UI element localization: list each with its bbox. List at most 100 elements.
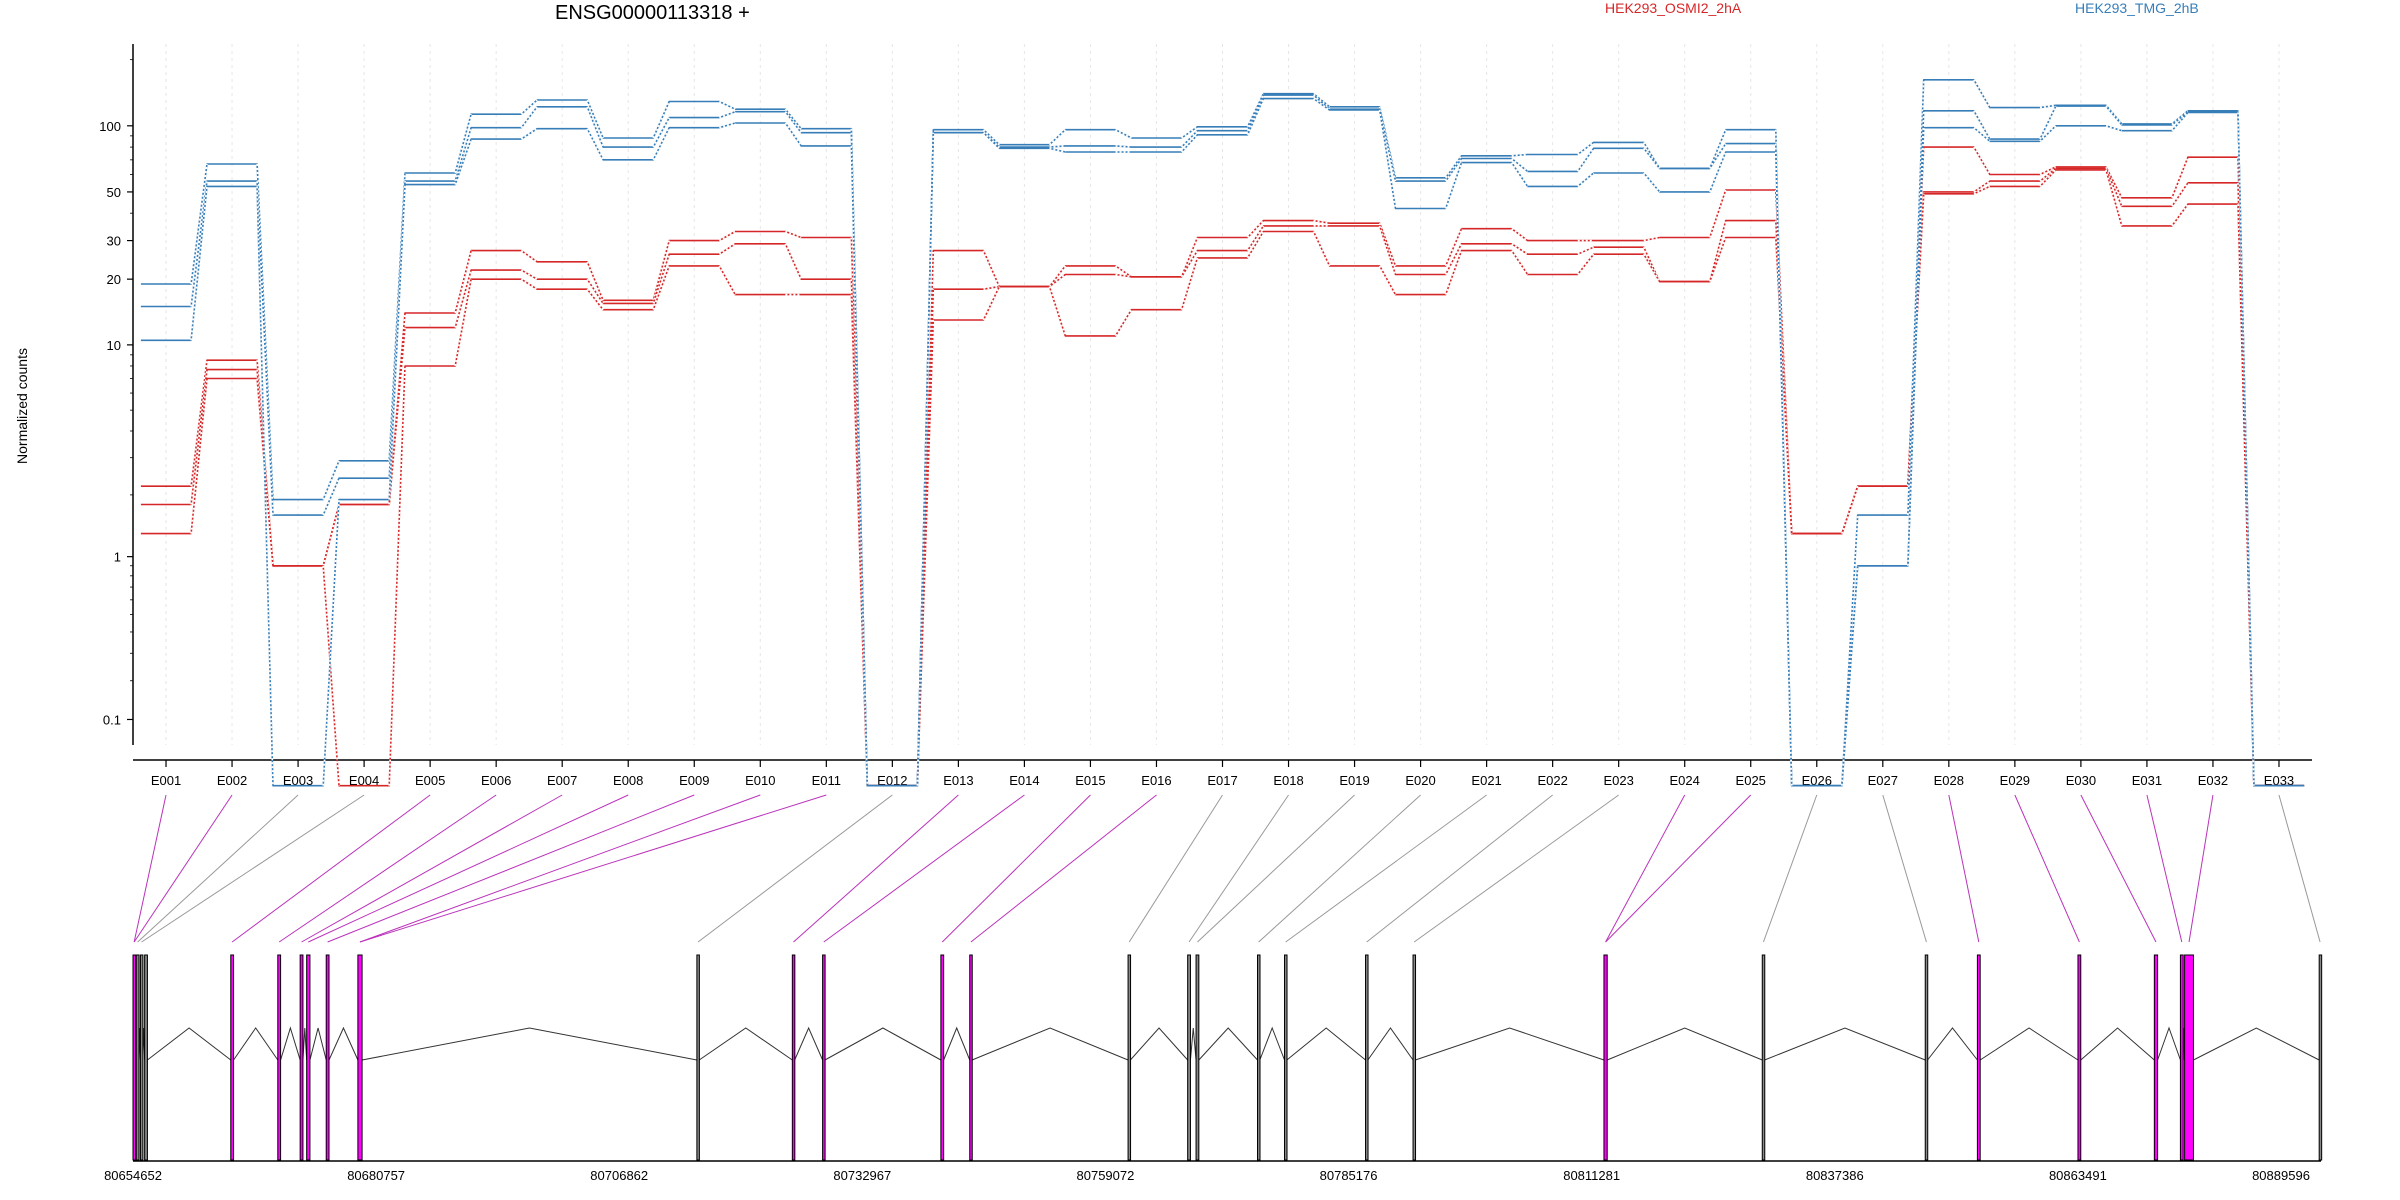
genomic-tick-label: 80863491 bbox=[2049, 1168, 2107, 1183]
series-transition bbox=[2171, 203, 2189, 227]
series-transition bbox=[1774, 151, 1793, 786]
connector-e021 bbox=[1285, 794, 1487, 943]
series-transition bbox=[1180, 237, 1199, 278]
series-transition bbox=[1511, 243, 1529, 255]
exon-4 bbox=[144, 954, 148, 1161]
exon-2 bbox=[135, 954, 140, 1161]
intron bbox=[1764, 1027, 1926, 1061]
connector-e016 bbox=[970, 794, 1157, 943]
exon-23 bbox=[1603, 954, 1608, 1161]
series-transition bbox=[1180, 257, 1199, 310]
series-transition bbox=[2105, 105, 2123, 126]
y-tick-label: 20 bbox=[107, 272, 121, 287]
connector-e020 bbox=[1258, 794, 1421, 943]
series-transition bbox=[1246, 231, 1265, 259]
exon-24 bbox=[1761, 954, 1766, 1161]
series-transition bbox=[2105, 125, 2123, 132]
intron bbox=[1198, 1027, 1258, 1061]
series-transition bbox=[718, 243, 736, 255]
connector-e011 bbox=[359, 794, 827, 943]
series-transition bbox=[1444, 155, 1463, 179]
x-tick-label-e005: E005 bbox=[415, 773, 445, 788]
series-transition bbox=[586, 106, 604, 148]
exon-17 bbox=[1187, 954, 1191, 1161]
series-transition bbox=[1444, 162, 1463, 209]
x-tick-label-e021: E021 bbox=[1471, 773, 1501, 788]
series-transition bbox=[1907, 127, 1925, 566]
x-tick-label-e015: E015 bbox=[1075, 773, 1105, 788]
series-transition bbox=[652, 101, 670, 139]
series-transition bbox=[520, 278, 538, 290]
connector-e018 bbox=[1188, 794, 1289, 943]
series-transition bbox=[1577, 172, 1595, 188]
series-transition bbox=[1708, 220, 1727, 282]
intron bbox=[309, 1027, 327, 1061]
intron bbox=[2157, 1026, 2181, 1061]
series-transition bbox=[1181, 126, 1198, 139]
series-transition bbox=[2039, 166, 2057, 176]
series-transition bbox=[982, 250, 1001, 287]
series-transition bbox=[322, 504, 340, 566]
series-transition bbox=[1115, 273, 1132, 278]
series-transition bbox=[1048, 265, 1067, 288]
series-transition bbox=[520, 128, 538, 140]
exon-18 bbox=[1195, 954, 1200, 1161]
x-tick-label-e023: E023 bbox=[1603, 773, 1633, 788]
y-axis: 0.1 1 10 20 30 50 100 bbox=[99, 44, 134, 745]
series-transition bbox=[454, 138, 472, 185]
series-transition bbox=[652, 253, 670, 304]
x-tick-label-e022: E022 bbox=[1537, 773, 1567, 788]
series-transition bbox=[586, 128, 604, 161]
series-transition bbox=[1511, 153, 1528, 157]
connector-e012 bbox=[697, 794, 893, 943]
intron bbox=[361, 1027, 697, 1061]
genomic-tick-label: 80785176 bbox=[1320, 1168, 1378, 1183]
exon-19 bbox=[1257, 954, 1261, 1161]
y-tick-label: 1 bbox=[114, 550, 121, 565]
exon-13 bbox=[822, 954, 826, 1161]
series-transition bbox=[1444, 243, 1463, 275]
series-transition bbox=[1511, 162, 1529, 187]
x-tick-label-e029: E029 bbox=[2000, 773, 2030, 788]
series-transition bbox=[1246, 94, 1265, 132]
series-transition bbox=[1973, 79, 1991, 109]
series-transition bbox=[1115, 265, 1132, 278]
series-transition bbox=[1313, 97, 1330, 111]
series-transition bbox=[1973, 185, 1991, 195]
exon-14 bbox=[940, 954, 945, 1161]
genomic-tick-label: 80706862 bbox=[590, 1168, 648, 1183]
intron bbox=[147, 1027, 232, 1061]
connector-e009 bbox=[327, 794, 695, 943]
connector-e032 bbox=[2188, 794, 2214, 943]
x-tick-label-e008: E008 bbox=[613, 773, 643, 788]
series-transition bbox=[586, 261, 604, 301]
series-transition bbox=[2105, 169, 2123, 227]
exon-3 bbox=[139, 954, 144, 1161]
series-transition bbox=[1313, 94, 1331, 110]
connector-e024 bbox=[1605, 794, 1686, 943]
series-line-5 bbox=[140, 94, 2305, 787]
intron bbox=[1367, 1027, 1414, 1061]
series-transition bbox=[718, 230, 736, 242]
x-tick-label-e027: E027 bbox=[1868, 773, 1898, 788]
series-transition bbox=[1378, 109, 1397, 209]
series-transition bbox=[520, 269, 538, 280]
exon-5 bbox=[230, 954, 235, 1161]
series-transition bbox=[1643, 253, 1661, 282]
connector-e005 bbox=[231, 794, 431, 943]
series-transition bbox=[2171, 182, 2189, 207]
x-tick-label-e004: E004 bbox=[349, 773, 379, 788]
series-transition bbox=[1907, 79, 1925, 516]
y-tick-label: 0.1 bbox=[103, 712, 121, 727]
series-transition bbox=[1577, 253, 1595, 276]
series-transition bbox=[190, 163, 208, 285]
connector-e022 bbox=[1366, 794, 1553, 943]
y-tick-label: 50 bbox=[107, 185, 121, 200]
series-line-2 bbox=[140, 167, 2305, 787]
intron bbox=[698, 1027, 793, 1061]
series-transition bbox=[322, 460, 340, 500]
exon-22 bbox=[1412, 954, 1417, 1161]
series-line-6 bbox=[140, 97, 2305, 787]
series-transition bbox=[1313, 219, 1330, 225]
